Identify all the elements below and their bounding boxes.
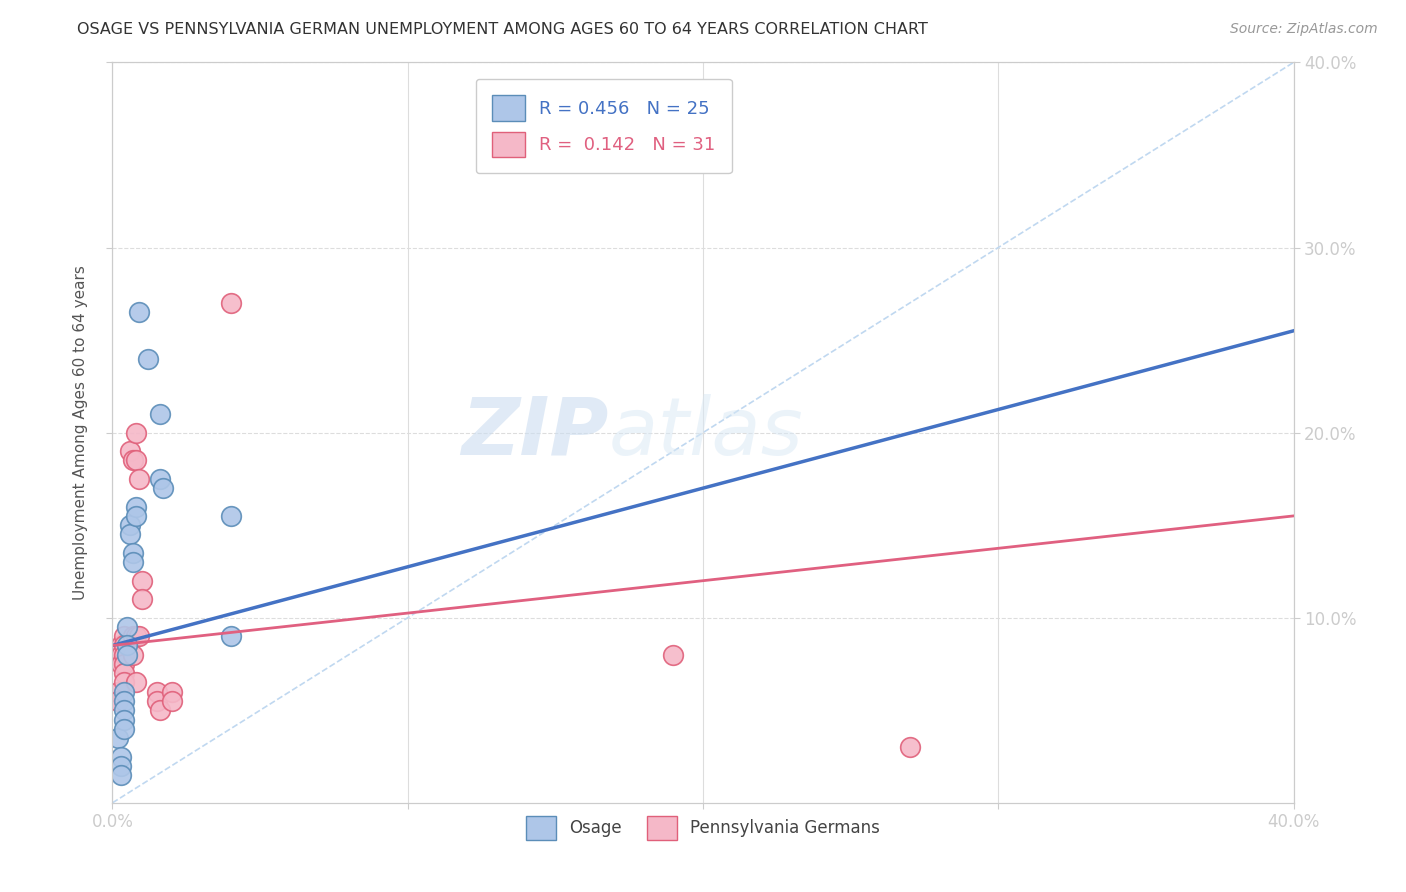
Point: [128, 305, 150, 319]
Point: [125, 425, 148, 440]
Point: [149, 703, 172, 717]
Point: [149, 407, 172, 421]
Point: [125, 500, 148, 514]
Point: [112, 722, 135, 736]
Point: [662, 648, 685, 662]
Point: [110, 648, 132, 662]
Point: [160, 694, 183, 708]
Point: [112, 666, 135, 681]
Point: [152, 481, 174, 495]
Point: [125, 675, 148, 690]
Point: [128, 629, 150, 643]
Point: [125, 453, 148, 467]
Point: [110, 758, 132, 772]
Point: [112, 703, 135, 717]
Point: [112, 694, 135, 708]
Point: [117, 639, 138, 653]
Text: Source: ZipAtlas.com: Source: ZipAtlas.com: [1230, 22, 1378, 37]
Point: [107, 694, 129, 708]
Point: [122, 546, 145, 560]
Point: [219, 296, 242, 310]
Point: [146, 694, 169, 708]
Point: [898, 740, 921, 755]
Point: [117, 648, 138, 662]
Legend: Osage, Pennsylvania Germans: Osage, Pennsylvania Germans: [519, 809, 887, 847]
Point: [125, 508, 148, 523]
Point: [160, 685, 183, 699]
Point: [131, 574, 153, 588]
Point: [125, 629, 148, 643]
Point: [112, 675, 135, 690]
Point: [128, 472, 150, 486]
Point: [112, 657, 135, 671]
Point: [110, 749, 132, 764]
Point: [120, 444, 142, 458]
Point: [149, 472, 172, 486]
Point: [112, 713, 135, 727]
Point: [219, 508, 242, 523]
Point: [122, 453, 145, 467]
Point: [219, 629, 242, 643]
Point: [136, 351, 159, 366]
Point: [112, 639, 135, 653]
Point: [122, 555, 145, 569]
Text: OSAGE VS PENNSYLVANIA GERMAN UNEMPLOYMENT AMONG AGES 60 TO 64 YEARS CORRELATION : OSAGE VS PENNSYLVANIA GERMAN UNEMPLOYMEN…: [77, 22, 928, 37]
Point: [112, 648, 135, 662]
Point: [146, 685, 169, 699]
Point: [120, 527, 142, 541]
Text: ZIP: ZIP: [461, 393, 609, 472]
Point: [110, 639, 132, 653]
Y-axis label: Unemployment Among Ages 60 to 64 years: Unemployment Among Ages 60 to 64 years: [73, 265, 89, 600]
Point: [117, 620, 138, 634]
Point: [122, 648, 145, 662]
Point: [131, 592, 153, 607]
Point: [107, 685, 129, 699]
Point: [110, 768, 132, 782]
Point: [110, 657, 132, 671]
Point: [122, 629, 145, 643]
Point: [107, 731, 129, 745]
Text: atlas: atlas: [609, 393, 803, 472]
Point: [112, 629, 135, 643]
Point: [112, 685, 135, 699]
Point: [120, 518, 142, 533]
